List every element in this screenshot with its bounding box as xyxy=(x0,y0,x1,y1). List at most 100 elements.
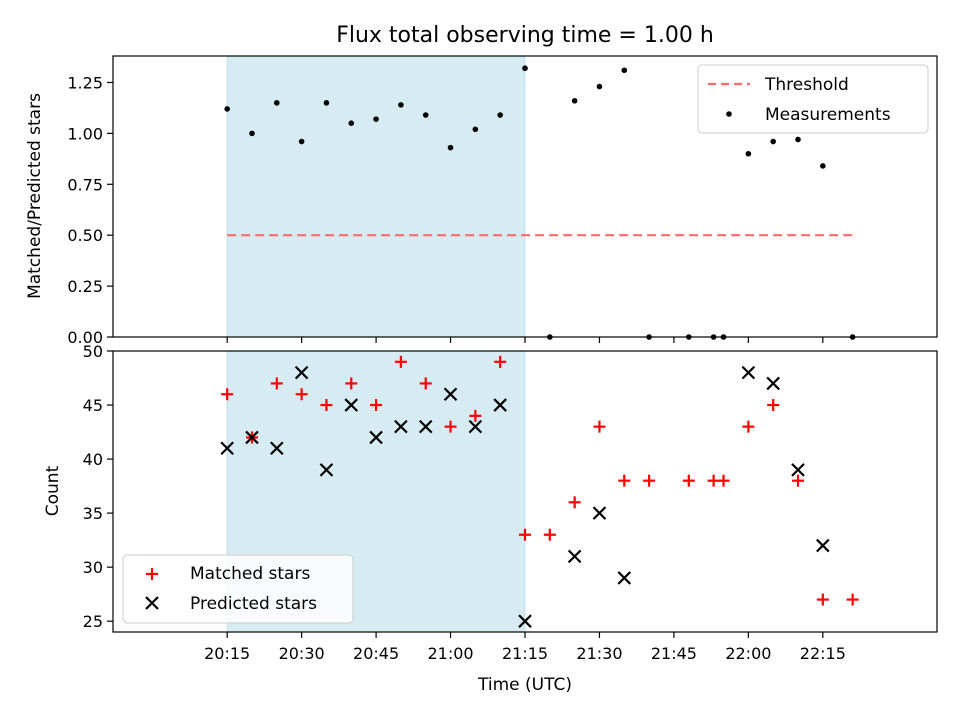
measurement-point xyxy=(422,112,429,118)
matched-star-point xyxy=(846,593,859,606)
predicted-star-point xyxy=(418,419,433,434)
predicted-star-point xyxy=(592,506,607,520)
matched-star-point xyxy=(816,593,829,606)
predicted-star-point xyxy=(319,463,334,477)
legend-threshold-label: Threshold xyxy=(764,75,849,95)
top-y-tick-label: 0.50 xyxy=(67,226,103,245)
matched-star-point xyxy=(519,528,531,541)
predicted-star-point xyxy=(294,365,309,380)
measurement-point xyxy=(298,138,305,145)
measurement-point xyxy=(224,106,230,112)
bottom-y-axis-label: Count xyxy=(43,465,63,516)
top-y-axis-label: Matched/Predicted stars xyxy=(25,93,45,299)
matched-star-point xyxy=(593,420,606,433)
top-panel: Flux total observing time = 1.00 h 0.000… xyxy=(25,23,938,347)
predicted-star-point xyxy=(270,441,284,456)
measurement-point xyxy=(348,120,355,126)
measurement-point xyxy=(249,130,255,137)
x-tick-label: 20:45 xyxy=(353,644,399,663)
matched-star-point xyxy=(370,399,383,412)
top-legend: Threshold Measurements xyxy=(697,64,929,134)
x-tick-label: 22:00 xyxy=(725,644,771,663)
matched-star-point xyxy=(618,474,631,487)
predicted-star-point xyxy=(816,538,830,553)
predicted-star-point xyxy=(617,571,632,585)
top-y-tick-label: 0.25 xyxy=(67,277,103,296)
top-y-tick-label: 0.00 xyxy=(67,328,103,347)
bottom-y-tick-label: 30 xyxy=(83,558,103,577)
bottom-points-layer xyxy=(220,355,859,628)
x-tick-label: 21:30 xyxy=(576,644,622,663)
top-legend-box xyxy=(697,64,929,134)
top-shade-layer xyxy=(226,55,526,338)
predicted-star-point xyxy=(443,387,458,402)
matched-star-point xyxy=(682,474,695,487)
measurement-point xyxy=(571,97,578,104)
top-y-tick-label: 1.25 xyxy=(67,73,103,92)
x-axis-label: Time (UTC) xyxy=(477,675,572,695)
predicted-star-point xyxy=(493,398,507,412)
bottom-y-ticks: 25 30 35 40 45 50 xyxy=(83,342,113,631)
measurement-point xyxy=(770,138,776,145)
x-tick-label: 20:15 xyxy=(204,644,250,663)
measurement-point xyxy=(373,116,379,122)
predicted-star-point xyxy=(518,614,532,628)
measurement-point xyxy=(820,163,826,169)
predicted-star-point xyxy=(245,430,259,445)
bottom-y-tick-label: 50 xyxy=(83,342,103,361)
legend-predicted-swatch xyxy=(145,596,159,610)
top-x-ticks xyxy=(226,337,824,343)
bottom-legend-box xyxy=(122,554,354,624)
bottom-y-tick-label: 25 xyxy=(83,612,103,631)
legend-predicted-label: Predicted stars xyxy=(190,594,317,614)
measurement-point xyxy=(497,112,503,118)
measurement-point xyxy=(596,83,603,90)
measurement-point xyxy=(472,126,479,133)
bottom-legend: Matched stars Predicted stars xyxy=(122,554,354,624)
predicted-star-point xyxy=(741,365,756,380)
top-shaded-interval xyxy=(226,55,526,338)
predicted-star-point xyxy=(369,430,383,445)
matched-star-point xyxy=(543,528,556,541)
matched-star-point xyxy=(643,474,656,487)
predicted-star-point xyxy=(791,463,805,477)
predicted-star-point xyxy=(567,549,582,564)
legend-matched-label: Matched stars xyxy=(190,564,310,584)
x-tick-label: 22:15 xyxy=(800,644,846,663)
measurement-point xyxy=(274,100,280,106)
matched-star-point xyxy=(792,474,805,487)
legend-measurements-label: Measurements xyxy=(765,105,891,125)
measurement-point xyxy=(447,144,454,151)
bottom-y-tick-label: 35 xyxy=(83,504,103,523)
measurement-point xyxy=(745,150,752,157)
x-tick-label: 21:15 xyxy=(502,644,548,663)
matched-star-point xyxy=(394,355,407,368)
measurement-point xyxy=(621,67,628,74)
top-y-tick-label: 1.00 xyxy=(67,124,103,143)
matched-star-point xyxy=(345,377,358,390)
matched-star-point xyxy=(717,474,730,487)
x-tick-label: 21:00 xyxy=(427,644,473,663)
matched-star-point xyxy=(469,409,482,422)
chart-title: Flux total observing time = 1.00 h xyxy=(336,23,714,48)
matched-star-point xyxy=(742,420,755,433)
bottom-y-tick-label: 40 xyxy=(83,450,103,469)
predicted-star-point xyxy=(394,419,408,434)
matched-star-point xyxy=(444,420,457,433)
matched-star-point xyxy=(295,388,308,401)
bottom-y-tick-label: 45 xyxy=(83,396,103,415)
predicted-star-point xyxy=(766,376,780,391)
matched-star-point xyxy=(568,496,581,509)
measurement-point xyxy=(398,102,404,108)
predicted-star-point xyxy=(344,398,359,412)
legend-matched-swatch xyxy=(146,568,158,580)
measurement-point xyxy=(795,136,801,143)
measurement-point xyxy=(522,65,528,72)
matched-star-point xyxy=(221,388,234,401)
x-tick-label: 20:30 xyxy=(279,644,325,663)
matched-star-point xyxy=(494,355,507,368)
top-y-ticks: 0.00 0.25 0.50 0.75 1.00 1.25 xyxy=(67,73,113,347)
top-y-tick-label: 0.75 xyxy=(67,175,103,194)
matched-star-point xyxy=(320,399,333,412)
